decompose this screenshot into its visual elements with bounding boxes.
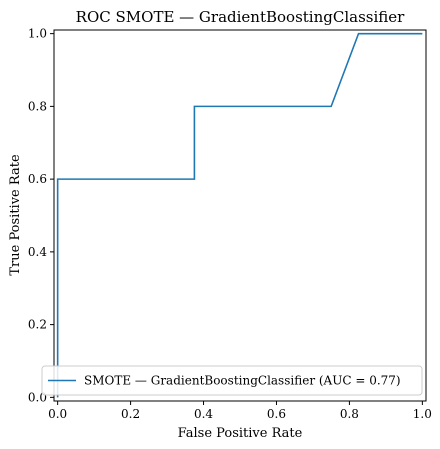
x-axis-label: False Positive Rate [178,426,303,441]
x-tick-label: 0.6 [267,407,286,421]
y-tick-label: 0.8 [28,99,47,113]
x-tick-label: 0.2 [121,407,140,421]
x-tick-label: 0.0 [48,407,67,421]
x-tick-label: 1.0 [413,407,432,421]
y-tick-label: 0.6 [28,172,47,186]
chart-title: ROC SMOTE — GradientBoostingClassifier [76,8,405,26]
y-tick-label: 1.0 [28,27,47,41]
x-tick-label: 0.4 [194,407,213,421]
y-axis-label: True Positive Rate [8,154,23,276]
y-tick-label: 0.2 [28,318,47,332]
series-line-0 [58,34,423,398]
legend-label: SMOTE — GradientBoostingClassifier (AUC … [84,374,401,388]
plot-area: 0.0 0.2 0.4 0.6 0.8 1.00.00.20.40.60.81.0SMOT… [28,27,432,421]
axes-frame [54,30,426,401]
x-tick-label: 0.8 [340,407,359,421]
y-tick-label: 0.4 [28,245,47,259]
